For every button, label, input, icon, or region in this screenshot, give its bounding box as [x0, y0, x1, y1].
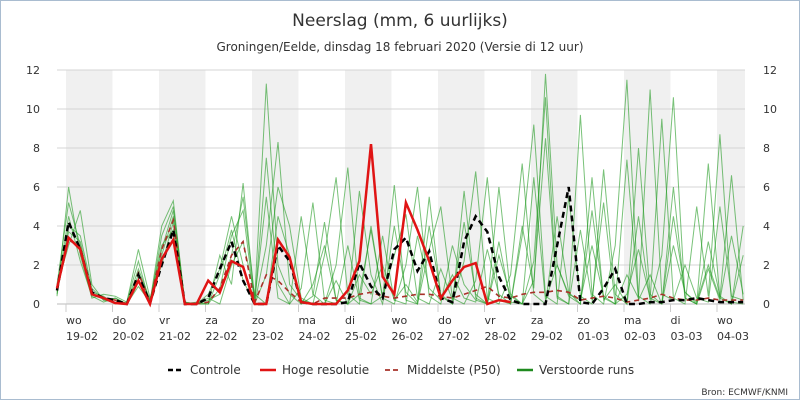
x-tick-date: 23-02 [252, 330, 284, 343]
x-tick-day: vr [485, 314, 497, 327]
x-tick-date: 04-03 [717, 330, 749, 343]
y-tick-label-right: 2 [763, 259, 770, 272]
y-tick-label-right: 6 [763, 181, 770, 194]
y-tick-label-right: 0 [763, 298, 770, 311]
high-resolution-line [55, 143, 511, 308]
legend-item-label[interactable]: Verstoorde runs [539, 363, 634, 377]
x-tick-date: 19-02 [66, 330, 98, 343]
x-tick-day: di [671, 314, 681, 327]
chart-subtitle: Groningen/Eelde, dinsdag 18 februari 202… [216, 40, 583, 54]
x-tick-date: 26-02 [392, 330, 424, 343]
x-tick-day: ma [299, 314, 316, 327]
x-tick-date: 02-03 [624, 330, 656, 343]
x-tick-date: 29-02 [531, 330, 563, 343]
x-tick-day: wo [66, 314, 82, 327]
x-tick-date: 01-03 [578, 330, 610, 343]
y-tick-label-left: 6 [33, 181, 40, 194]
source-label: Bron: ECMWF/KNMI [701, 388, 788, 398]
x-tick-day: zo [578, 314, 591, 327]
x-tick-day: do [438, 314, 452, 327]
legend-item-label[interactable]: Hoge resolutie [282, 363, 369, 377]
perturbed-run-line [56, 147, 744, 306]
perturbed-run-line [56, 79, 744, 306]
y-tick-label-left: 4 [33, 220, 40, 233]
control-line [55, 186, 744, 307]
x-tick-day: di [345, 314, 355, 327]
y-tick-label-right: 12 [763, 64, 777, 77]
p50-line [56, 217, 744, 306]
x-tick-date: 28-02 [485, 330, 517, 343]
x-tick-date: 21-02 [159, 330, 191, 343]
x-tick-day: za [531, 314, 544, 327]
x-tick-date: 20-02 [113, 330, 145, 343]
perturbed-run-line [56, 118, 744, 306]
y-tick-label-left: 8 [33, 142, 40, 155]
x-tick-day: wo [392, 314, 408, 327]
x-tick-date: 27-02 [438, 330, 470, 343]
perturbed-run-line [56, 138, 744, 306]
x-tick-day: zo [252, 314, 265, 327]
y-tick-label-left: 10 [26, 103, 40, 116]
x-tick-date: 25-02 [345, 330, 377, 343]
x-tick-day: wo [717, 314, 733, 327]
y-tick-label-left: 2 [33, 259, 40, 272]
y-tick-label-left: 0 [33, 298, 40, 311]
legend-item-label[interactable]: Controle [190, 363, 241, 377]
x-tick-day: za [206, 314, 219, 327]
legend-item-label[interactable]: Middelste (P50) [407, 363, 501, 377]
chart-title: Neerslag (mm, 6 uurlijks) [292, 11, 508, 31]
x-tick-day: ma [624, 314, 641, 327]
y-tick-label-right: 8 [763, 142, 770, 155]
y-tick-label-left: 12 [26, 64, 40, 77]
x-tick-date: 24-02 [299, 330, 331, 343]
y-tick-label-right: 4 [763, 220, 770, 233]
x-tick-day: do [113, 314, 127, 327]
x-tick-date: 22-02 [206, 330, 238, 343]
y-tick-label-right: 10 [763, 103, 777, 116]
x-tick-date: 03-03 [671, 330, 703, 343]
x-tick-day: vr [159, 314, 171, 327]
